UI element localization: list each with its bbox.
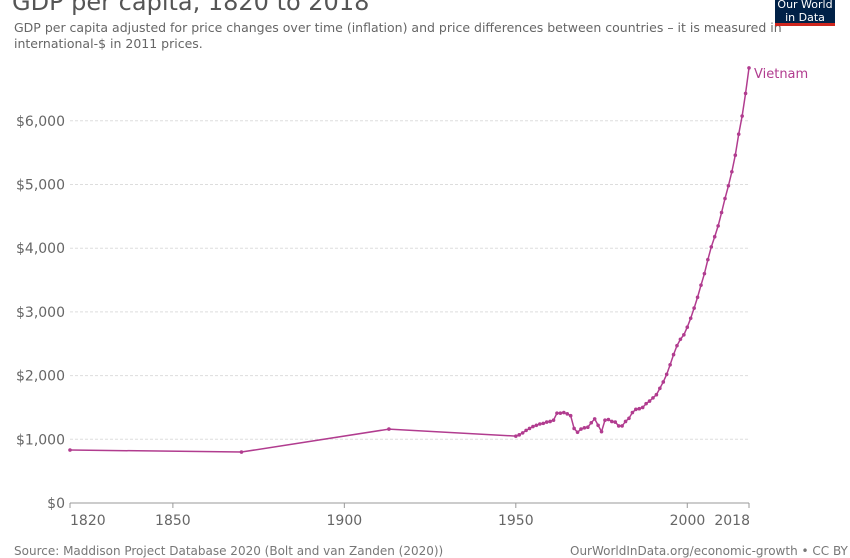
data-point	[520, 431, 525, 435]
data-point	[671, 352, 676, 357]
data-point	[627, 416, 631, 421]
data-point	[541, 421, 546, 426]
data-point	[582, 426, 587, 430]
data-point	[692, 306, 696, 310]
data-point	[562, 410, 566, 415]
data-point	[678, 337, 683, 342]
series-label: Vietnam	[754, 67, 808, 82]
x-tick-label: 1820	[70, 513, 106, 529]
data-point	[568, 413, 573, 418]
data-point	[387, 427, 391, 431]
data-point	[524, 428, 528, 433]
data-point	[668, 362, 672, 367]
data-point	[620, 424, 624, 428]
data-point	[658, 386, 662, 391]
data-point	[647, 399, 652, 403]
data-point	[572, 426, 576, 431]
data-point	[68, 448, 72, 452]
data-point	[716, 224, 720, 228]
data-point	[538, 422, 542, 426]
data-point	[688, 316, 693, 321]
data-point	[575, 430, 580, 435]
data-point	[599, 429, 604, 434]
data-point	[726, 183, 731, 188]
data-point	[613, 420, 618, 424]
data-point	[709, 245, 714, 249]
data-point	[736, 132, 741, 136]
data-point	[531, 424, 535, 429]
x-tick-label: 1850	[155, 513, 191, 529]
data-point	[630, 410, 635, 415]
data-point	[586, 425, 590, 429]
data-point	[740, 114, 744, 118]
data-point	[747, 66, 751, 70]
data-point	[637, 406, 642, 411]
data-point	[730, 169, 734, 174]
data-point	[695, 295, 700, 300]
data-point	[699, 283, 703, 287]
y-tick-label: $6,000	[16, 114, 65, 130]
data-point	[616, 424, 621, 428]
data-point	[592, 417, 597, 421]
y-tick-label: $0	[47, 496, 65, 512]
data-point	[640, 405, 645, 410]
data-point	[623, 419, 628, 424]
data-point	[706, 257, 710, 262]
data-point	[719, 210, 724, 215]
data-point	[610, 419, 614, 424]
data-point	[239, 450, 244, 454]
data-point	[654, 392, 659, 397]
data-point	[644, 401, 648, 406]
data-point	[685, 325, 690, 329]
data-point	[548, 419, 552, 424]
x-tick-label: 1950	[498, 513, 534, 529]
source-note: Source: Maddison Project Database 2020 (…	[14, 544, 444, 558]
data-point	[664, 372, 669, 377]
y-tick-label: $3,000	[16, 305, 65, 321]
y-tick-label: $2,000	[16, 369, 65, 385]
data-point	[603, 418, 607, 422]
data-point	[712, 234, 717, 239]
data-point	[534, 423, 539, 428]
data-point	[558, 411, 563, 415]
y-tick-label: $1,000	[16, 432, 65, 448]
data-point	[555, 411, 559, 415]
source-link[interactable]: OurWorldInData.org/economic-growth • CC …	[570, 544, 848, 558]
data-point	[514, 434, 518, 438]
data-point	[702, 271, 707, 276]
x-tick-label: 2018	[714, 513, 750, 529]
y-tick-label: $5,000	[16, 178, 65, 194]
data-point	[682, 333, 686, 337]
data-point	[661, 380, 666, 384]
y-tick-label: $4,000	[16, 241, 65, 257]
data-point	[606, 417, 611, 422]
x-tick-label: 2000	[670, 513, 706, 529]
x-tick-label: 1900	[327, 513, 363, 529]
data-point	[551, 418, 556, 422]
owid-logo[interactable]: Our World in Data	[775, 0, 835, 26]
data-point	[579, 427, 583, 431]
data-point	[723, 196, 727, 201]
data-point	[527, 426, 532, 431]
data-point	[517, 433, 522, 437]
series-line-vietnam	[69, 67, 750, 453]
data-point	[743, 91, 748, 96]
data-point	[675, 343, 679, 348]
chart-subtitle: GDP per capita adjusted for price change…	[14, 20, 782, 51]
data-point	[651, 396, 655, 400]
data-point	[596, 423, 600, 428]
data-point	[634, 407, 638, 412]
chart-title: GDP per capita, 1820 to 2018	[12, 0, 370, 16]
data-point	[589, 420, 594, 425]
data-point	[544, 420, 549, 424]
data-point	[733, 153, 738, 157]
data-point	[565, 412, 570, 416]
